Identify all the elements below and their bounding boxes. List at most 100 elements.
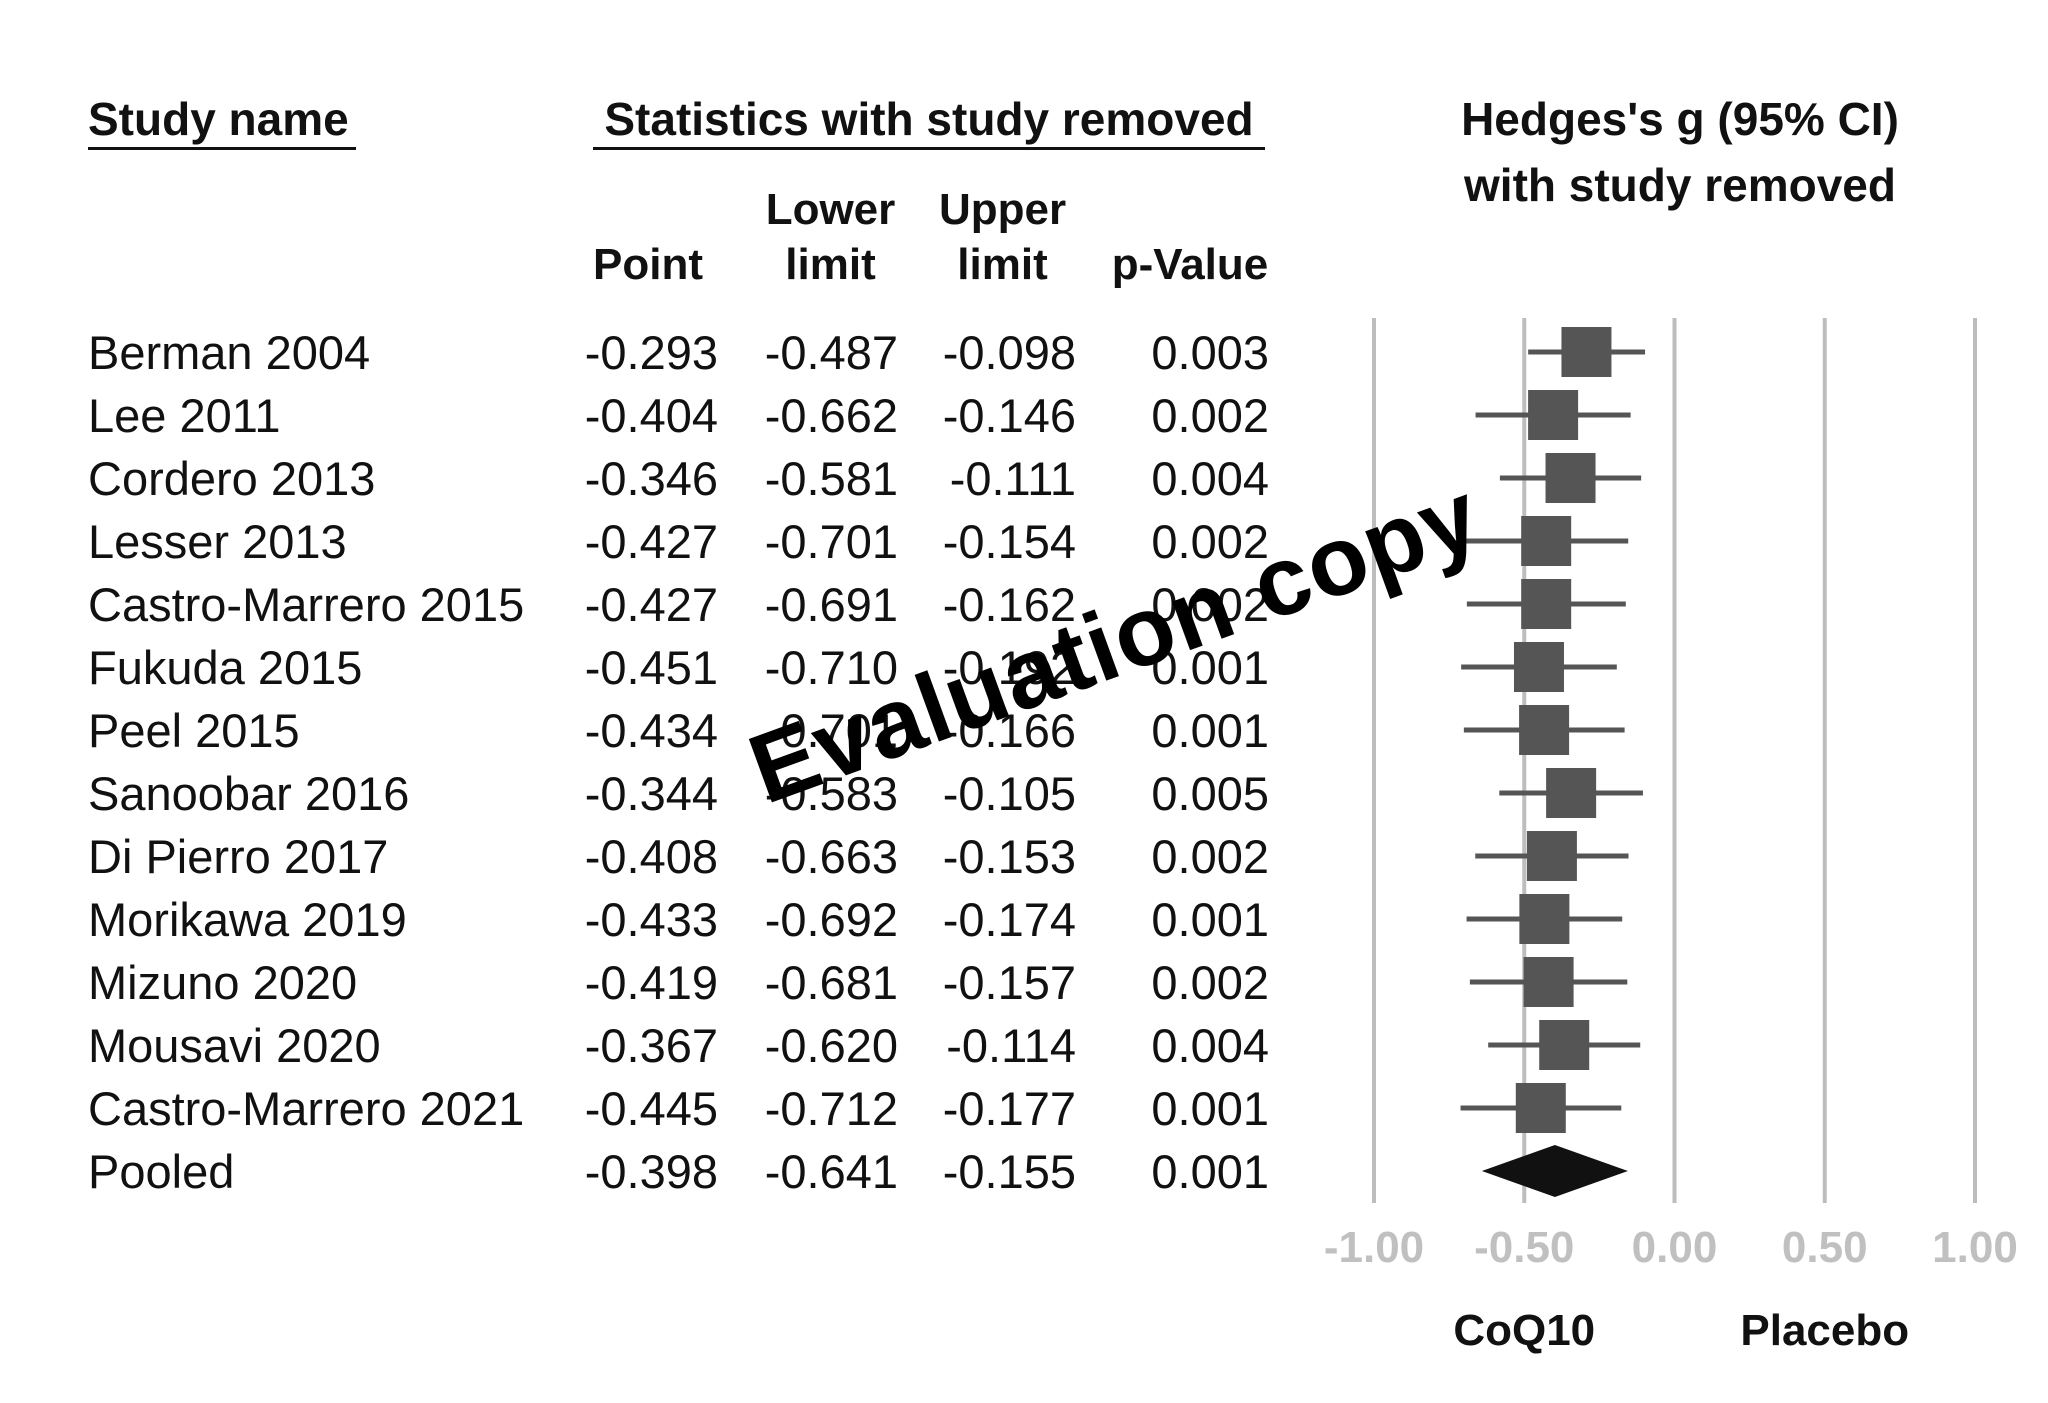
- point-value: -0.344: [584, 767, 718, 820]
- lower-limit-value: -0.662: [764, 389, 898, 442]
- col-header-lower-line2: limit: [785, 240, 876, 289]
- lower-limit-value: -0.620: [764, 1019, 898, 1072]
- point-value: -0.427: [584, 578, 718, 631]
- upper-limit-value: -0.105: [942, 767, 1076, 820]
- upper-limit-value: -0.162: [942, 578, 1076, 631]
- lower-limit-value: -0.691: [764, 578, 898, 631]
- lower-limit-value: -0.663: [764, 830, 898, 883]
- p-value: 0.001: [1151, 1145, 1269, 1198]
- p-value: 0.001: [1151, 893, 1269, 946]
- col-header-point: Point: [593, 240, 703, 289]
- effect-square: [1513, 642, 1564, 692]
- upper-limit-value: -0.114: [946, 1019, 1076, 1072]
- p-value: 0.002: [1151, 389, 1269, 442]
- p-value: 0.001: [1151, 704, 1269, 757]
- point-value: -0.346: [584, 452, 718, 505]
- lower-limit-value: -0.692: [764, 893, 898, 946]
- study-name: Mousavi 2020: [88, 1019, 381, 1072]
- study-name: Morikawa 2019: [88, 893, 407, 946]
- study-name: Pooled: [88, 1145, 235, 1198]
- p-value: 0.004: [1151, 452, 1269, 505]
- x-tick-label: -1.00: [1324, 1223, 1424, 1272]
- lower-limit-value: -0.701: [764, 515, 898, 568]
- point-value: -0.404: [584, 389, 718, 442]
- lower-limit-value: -0.581: [764, 452, 898, 505]
- study-name-header: Study name: [88, 93, 349, 145]
- lower-limit-value: -0.701: [764, 704, 898, 757]
- x-tick-label: -0.50: [1474, 1223, 1574, 1272]
- point-value: -0.427: [584, 515, 718, 568]
- p-value: 0.001: [1151, 641, 1269, 694]
- upper-limit-value: -0.166: [942, 704, 1076, 757]
- point-value: -0.445: [584, 1082, 718, 1135]
- col-header-upper-line2: limit: [957, 240, 1048, 289]
- col-header-p-value: p-Value: [1111, 240, 1269, 289]
- p-value: 0.002: [1151, 515, 1269, 568]
- x-tick-label: 1.00: [1932, 1223, 2018, 1272]
- study-markers: [1460, 327, 1646, 1197]
- lower-limit-value: -0.641: [764, 1145, 898, 1198]
- favours-coq10-label: CoQ10: [1453, 1306, 1595, 1355]
- p-value: 0.002: [1151, 956, 1269, 1009]
- x-tick-label: 0.50: [1782, 1223, 1868, 1272]
- study-name: Sanoobar 2016: [88, 767, 410, 820]
- study-name: Castro-Marrero 2021: [88, 1082, 525, 1135]
- study-name: Fukuda 2015: [88, 641, 363, 694]
- effect-square: [1521, 579, 1572, 629]
- point-value: -0.367: [584, 1019, 718, 1072]
- effect-square: [1526, 831, 1577, 881]
- x-tick-label: 0.00: [1632, 1223, 1718, 1272]
- lower-limit-value: -0.712: [764, 1082, 898, 1135]
- lower-limit-value: -0.583: [764, 767, 898, 820]
- upper-limit-value: -0.174: [942, 893, 1076, 946]
- study-name: Peel 2015: [88, 704, 300, 757]
- effect-square: [1528, 390, 1579, 440]
- p-value: 0.002: [1151, 578, 1269, 631]
- effect-square: [1523, 957, 1574, 1007]
- p-value: 0.003: [1151, 326, 1269, 379]
- point-value: -0.398: [584, 1145, 718, 1198]
- favours-placebo-label: Placebo: [1740, 1306, 1909, 1355]
- p-value: 0.005: [1151, 767, 1269, 820]
- upper-limit-value: -0.177: [942, 1082, 1076, 1135]
- point-value: -0.293: [584, 326, 718, 379]
- study-name: Lesser 2013: [88, 515, 347, 568]
- p-value: 0.002: [1151, 830, 1269, 883]
- col-header-lower-line1: Lower: [765, 185, 896, 234]
- upper-limit-value: -0.154: [942, 515, 1076, 568]
- lower-limit-value: -0.681: [764, 956, 898, 1009]
- study-name: Di Pierro 2017: [88, 830, 389, 883]
- gridlines: [1372, 318, 1977, 1203]
- upper-limit-value: -0.146: [942, 389, 1076, 442]
- study-name: Cordero 2013: [88, 452, 376, 505]
- effect-square: [1561, 327, 1612, 377]
- point-value: -0.419: [584, 956, 718, 1009]
- point-value: -0.434: [584, 704, 718, 757]
- p-value: 0.001: [1151, 1082, 1269, 1135]
- study-name: Berman 2004: [88, 326, 371, 379]
- p-value: 0.004: [1151, 1019, 1269, 1072]
- study-name: Lee 2011: [88, 389, 281, 442]
- upper-limit-value: -0.192: [942, 641, 1076, 694]
- upper-limit-value: -0.153: [942, 830, 1076, 883]
- upper-limit-value: -0.155: [942, 1145, 1076, 1198]
- plot-title-line2: with study removed: [1464, 159, 1896, 211]
- stats-group-header: Statistics with study removed: [604, 93, 1254, 145]
- effect-square: [1539, 1020, 1590, 1070]
- study-name-underline: [88, 147, 356, 150]
- point-value: -0.408: [584, 830, 718, 883]
- point-value: -0.451: [584, 641, 718, 694]
- x-axis-ticks: -1.00 -0.50 0.00 0.50 1.00: [1324, 1223, 2018, 1272]
- effect-square: [1515, 1083, 1566, 1133]
- plot-title-line1: Hedges's g (95% CI): [1461, 93, 1899, 145]
- effect-square: [1519, 705, 1570, 755]
- study-name: Mizuno 2020: [88, 956, 358, 1009]
- effect-square: [1519, 894, 1570, 944]
- stats-group-underline: [593, 147, 1265, 150]
- lower-limit-value: -0.710: [764, 641, 898, 694]
- lower-limit-value: -0.487: [764, 326, 898, 379]
- effect-square: [1546, 768, 1597, 818]
- upper-limit-value: -0.098: [942, 326, 1076, 379]
- upper-limit-value: -0.111: [949, 452, 1076, 505]
